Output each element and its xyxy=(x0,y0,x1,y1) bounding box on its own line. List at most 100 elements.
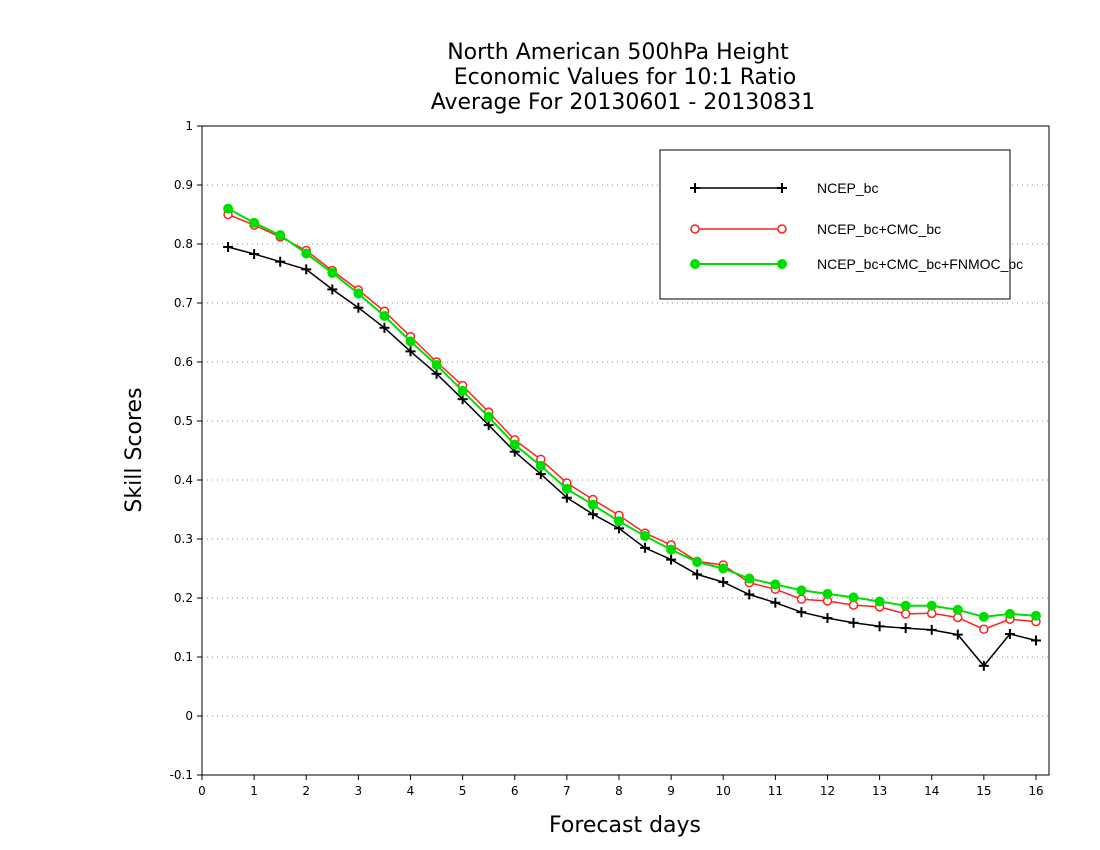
y-tick-label: 0 xyxy=(185,709,193,723)
x-tick-label: 15 xyxy=(976,784,991,798)
data-point xyxy=(223,241,234,252)
data-point xyxy=(979,624,989,635)
y-axis-label: Skill Scores xyxy=(122,387,147,512)
y-tick-label: 0.2 xyxy=(174,591,193,605)
data-point xyxy=(718,563,729,574)
data-point xyxy=(223,203,234,214)
series-line xyxy=(227,246,1037,668)
x-tick-label: 16 xyxy=(1028,784,1043,798)
legend-entry-3: NCEP_bc+CMC_bc+FNMOC_bc xyxy=(690,256,1023,272)
data-point xyxy=(978,611,989,622)
data-point xyxy=(431,359,442,370)
series-3 xyxy=(223,203,1041,622)
legend-marker xyxy=(777,224,787,234)
data-point xyxy=(353,302,364,313)
data-point xyxy=(640,542,651,553)
data-point xyxy=(666,554,677,565)
data-point xyxy=(457,385,468,396)
y-tick-label: 0.4 xyxy=(174,473,193,487)
data-point xyxy=(379,310,390,321)
data-point xyxy=(926,600,937,611)
x-axis-label: Forecast days xyxy=(549,813,701,838)
data-point xyxy=(666,544,677,555)
data-point xyxy=(692,569,703,580)
data-point xyxy=(587,499,598,510)
data-point xyxy=(1030,610,1041,621)
x-tick-label: 9 xyxy=(667,784,675,798)
data-point xyxy=(952,604,963,615)
legend-marker xyxy=(690,224,700,234)
data-point xyxy=(744,589,755,600)
legend-label: NCEP_bc+CMC_bc+FNMOC_bc xyxy=(817,256,1023,272)
x-tick-label: 1 xyxy=(250,784,258,798)
legend-label: NCEP_bc+CMC_bc xyxy=(817,221,941,237)
data-point xyxy=(796,607,807,618)
y-tick-label: 0.5 xyxy=(174,414,193,428)
data-point xyxy=(301,248,312,259)
x-tick-label: 10 xyxy=(716,784,731,798)
data-point xyxy=(848,592,859,603)
legend: NCEP_bc NCEP_bc+CMC_bc NCEP_bc+CMC_bc+FNMO… xyxy=(659,149,1023,300)
data-point xyxy=(275,256,286,267)
x-tick-label: 6 xyxy=(511,784,519,798)
x-tick-label: 2 xyxy=(302,784,310,798)
series-layer xyxy=(223,203,1041,671)
chart-title-line-3: Average For 20130601 - 20130831 xyxy=(431,90,816,115)
data-point xyxy=(796,585,807,596)
data-point xyxy=(353,288,364,299)
data-point xyxy=(561,492,572,503)
data-point xyxy=(431,368,442,379)
chart-title-line-2: Economic Values for 10:1 Ratio xyxy=(454,65,796,90)
series-1 xyxy=(223,241,1041,671)
data-point xyxy=(509,439,520,450)
data-point xyxy=(978,660,989,671)
legend-marker xyxy=(777,183,787,193)
data-point xyxy=(718,577,729,588)
legend-box xyxy=(659,149,1011,300)
data-point xyxy=(301,264,312,275)
data-point xyxy=(1004,628,1015,639)
legend-entry-1: NCEP_bc xyxy=(690,180,878,196)
legend-label: NCEP_bc xyxy=(817,180,878,196)
data-point xyxy=(822,613,833,624)
legend-marker xyxy=(690,183,700,193)
data-point xyxy=(692,557,703,568)
x-tick-label: 14 xyxy=(924,784,939,798)
y-tick-label: 0.7 xyxy=(174,296,193,310)
data-point xyxy=(613,516,624,527)
data-point xyxy=(249,249,260,260)
x-tick-label: 12 xyxy=(820,784,835,798)
data-point xyxy=(822,588,833,599)
y-tick-label: 0.8 xyxy=(174,237,193,251)
data-point xyxy=(848,617,859,628)
data-point xyxy=(1030,635,1041,646)
data-point xyxy=(874,596,885,607)
x-tick-label: 7 xyxy=(563,784,571,798)
y-tick-label: 1 xyxy=(185,119,193,133)
data-point xyxy=(587,509,598,520)
data-point xyxy=(327,284,338,295)
data-point xyxy=(926,624,937,635)
data-point xyxy=(535,460,546,471)
x-tick-label: 5 xyxy=(459,784,467,798)
data-point xyxy=(874,621,885,632)
x-tick-label: 8 xyxy=(615,784,623,798)
data-point xyxy=(275,230,286,241)
data-point xyxy=(327,267,338,278)
x-axis-ticks: 0 1 2 3 4 5 6 7 8 9 10 11 12 13 14 15 16 xyxy=(198,775,1044,798)
data-point xyxy=(900,609,911,619)
x-tick-label: 3 xyxy=(355,784,363,798)
data-point xyxy=(561,483,572,494)
data-point xyxy=(1004,608,1015,619)
y-tick-label: 0.6 xyxy=(174,355,193,369)
data-point xyxy=(744,573,755,584)
x-tick-label: 0 xyxy=(198,784,206,798)
data-point xyxy=(483,411,494,422)
data-point xyxy=(796,594,807,604)
y-tick-label: 0.3 xyxy=(174,532,193,546)
legend-marker xyxy=(690,259,700,269)
legend-marker xyxy=(777,259,787,269)
data-point xyxy=(952,629,963,640)
y-tick-label: 0.1 xyxy=(174,650,193,664)
data-point xyxy=(900,623,911,634)
